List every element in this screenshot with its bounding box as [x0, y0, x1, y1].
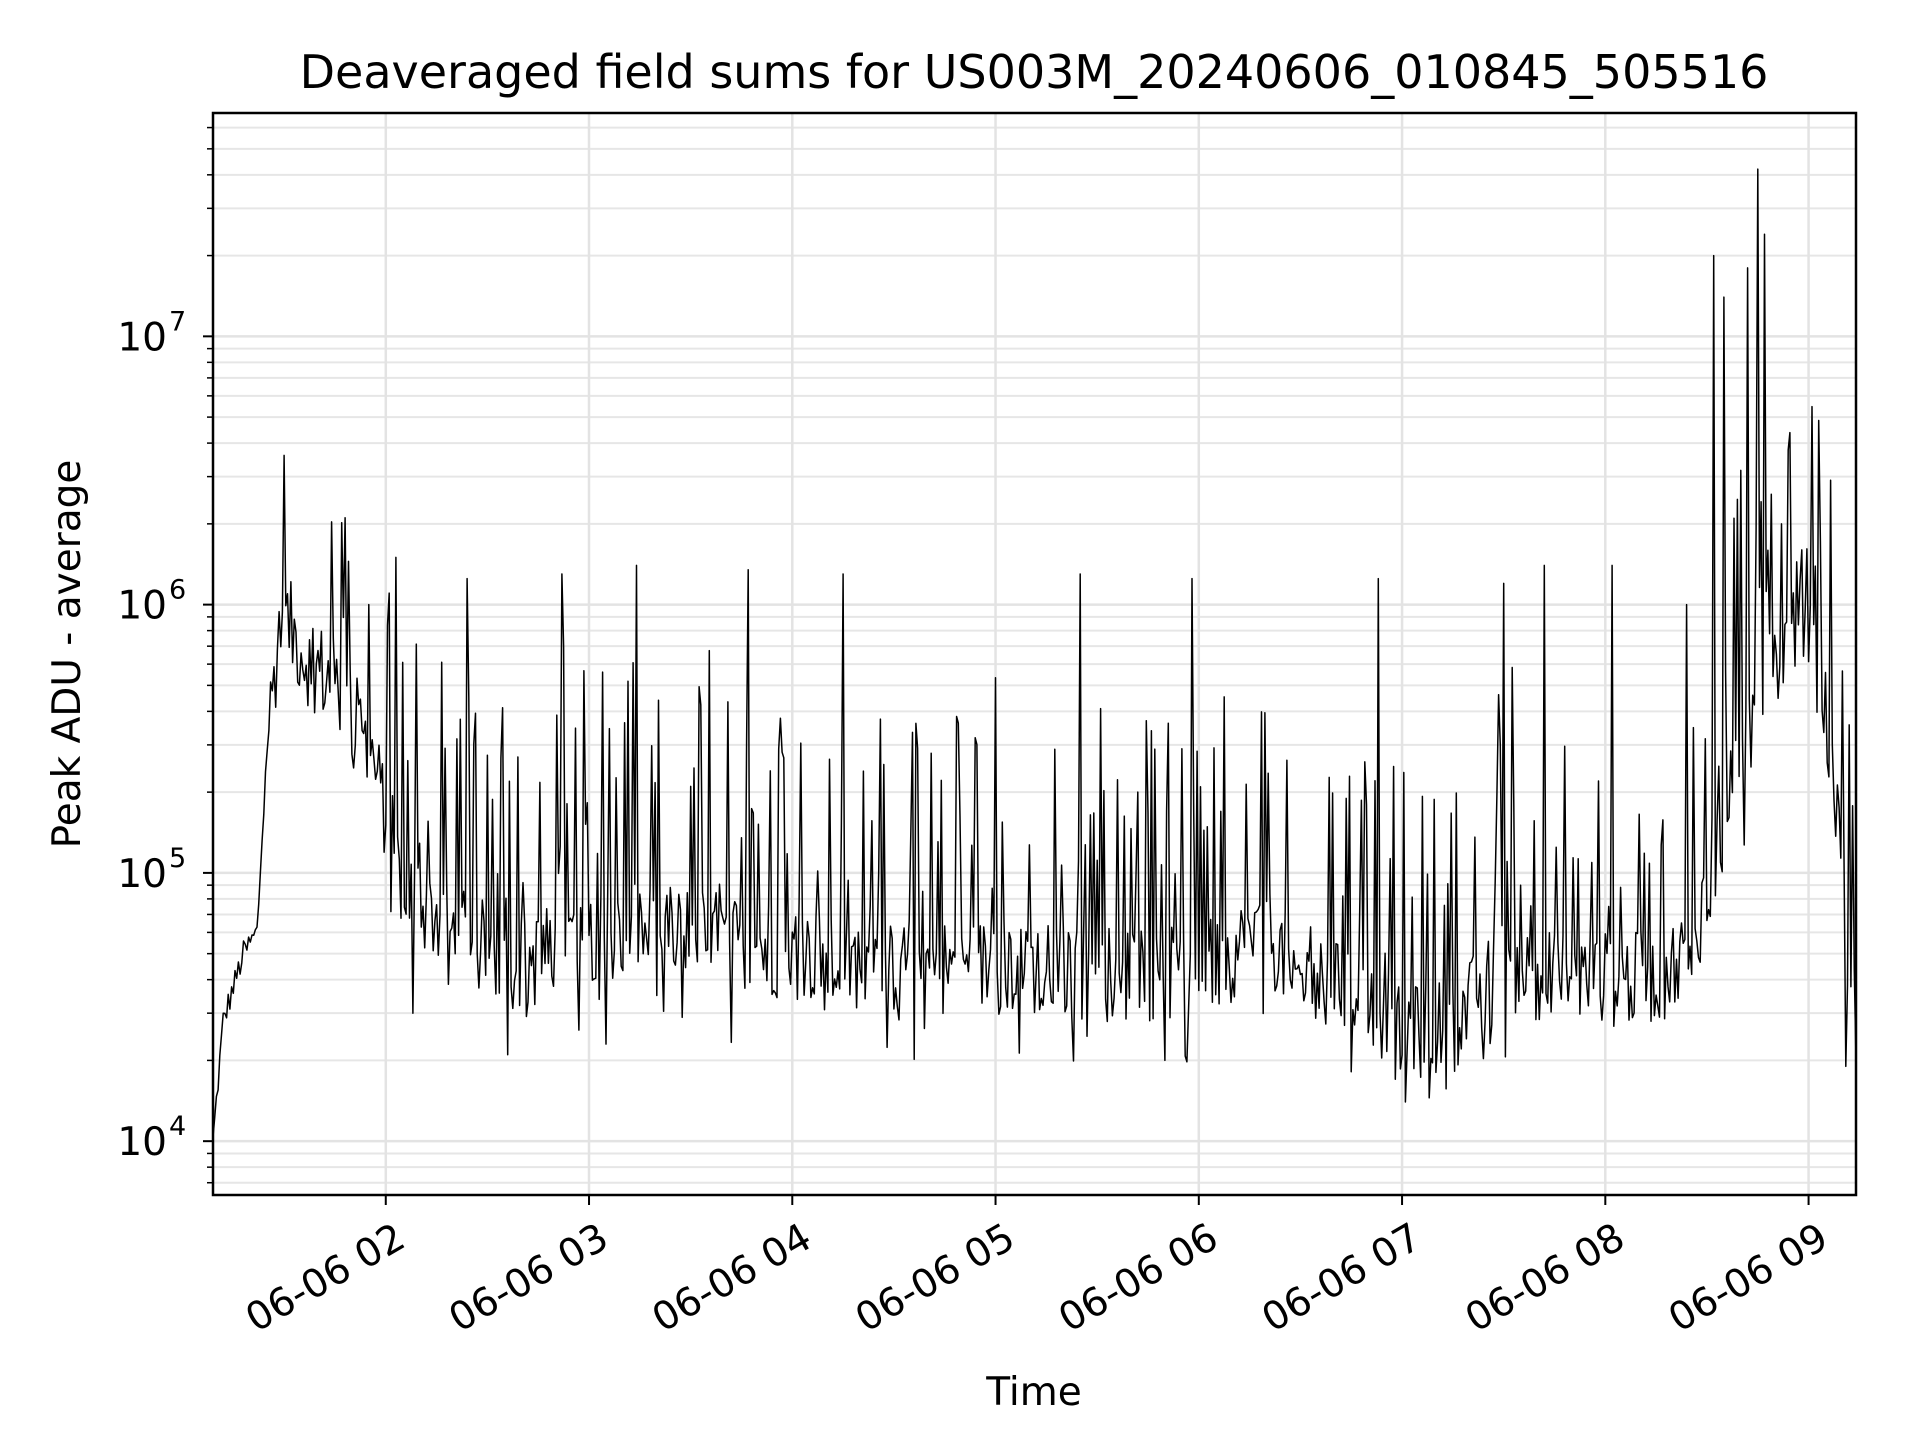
y-tick-label: 10 [117, 315, 167, 360]
y-tick-exponent: 5 [169, 843, 186, 874]
chart-title: Deaveraged field sums for US003M_2024060… [300, 45, 1769, 99]
plot-area [213, 168, 1856, 1138]
y-tick-exponent: 4 [169, 1111, 186, 1142]
y-tick-exponent: 6 [169, 575, 186, 606]
y-axis-label: Peak ADU - average [45, 460, 90, 849]
y-tick-label: 10 [117, 584, 167, 629]
y-tick-label: 10 [117, 852, 167, 897]
y-tick-label: 10 [117, 1120, 167, 1165]
major-gridlines [213, 113, 1856, 1195]
series-line [213, 168, 1856, 1138]
y-tick-exponent: 7 [169, 306, 186, 337]
x-axis-label: Time [985, 1370, 1081, 1415]
plot-frame [211, 111, 1858, 1197]
